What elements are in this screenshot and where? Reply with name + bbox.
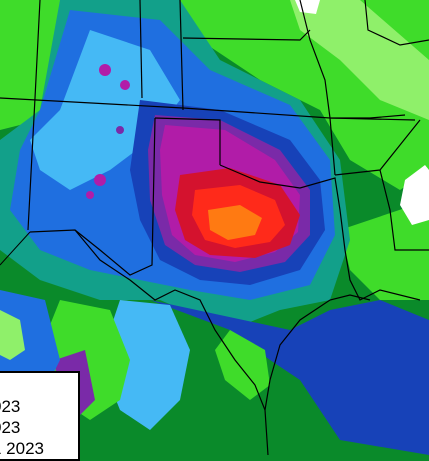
legend-line-1: 023 [0,397,21,416]
orange-core [208,205,262,240]
state-line [364,0,429,46]
magenta-speck [116,126,124,134]
border-line [0,231,31,266]
southwest-blue-region [0,290,60,380]
state-line [179,0,184,111]
state-line [0,97,416,121]
magenta-speck [94,174,106,186]
magenta-speck [99,64,111,76]
east-green-region [290,0,429,120]
southwest-light-green [0,310,25,360]
state-line [139,0,143,99]
state-line [29,117,156,276]
state-line [182,29,311,41]
state-boundaries [0,0,429,301]
magenta-speck [86,191,94,199]
coastline [264,294,371,411]
state-line [219,164,346,251]
magenta-speck [120,80,130,90]
coastal-green-region [215,330,270,400]
legend-line-3: 1 2023 [0,439,44,458]
state-line [379,169,429,251]
legend-line-2: 023 [0,418,21,437]
light-blue-region [30,30,180,190]
state-line [334,119,421,176]
south-blue-region [150,300,429,455]
south-light-blue-region [100,300,190,430]
white-spot-east [400,165,429,225]
state-line [330,114,406,119]
state-line [154,117,221,165]
state-line [27,0,41,231]
legend-box: 023 023 1 2023 [0,371,80,461]
southeast-green-region [340,200,429,300]
state-line [299,0,336,176]
state-line [344,249,421,301]
border-line [74,229,269,455]
